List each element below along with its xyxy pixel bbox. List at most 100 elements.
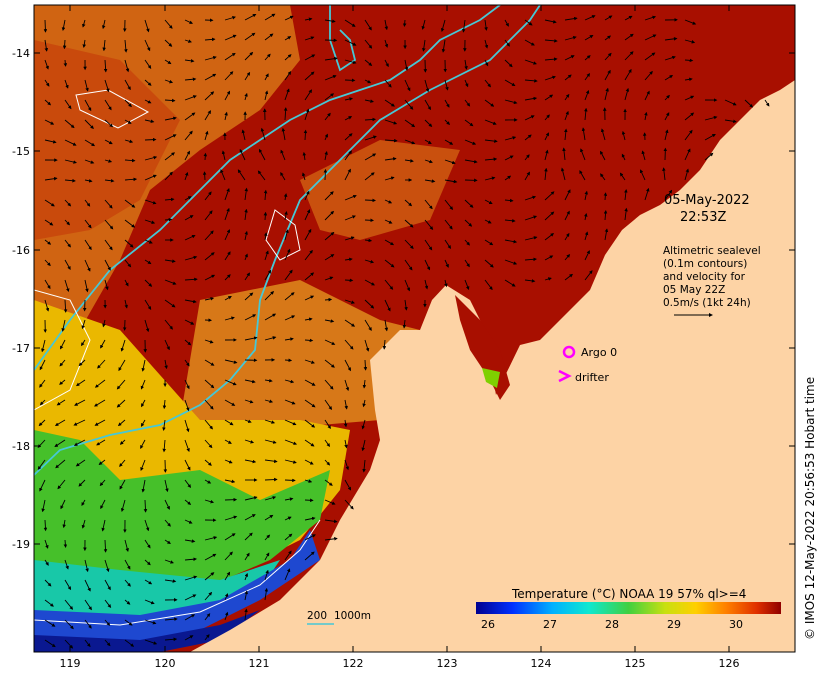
velocity-arrow-icon (61, 19, 66, 31)
colorbar-tick: 26 (481, 618, 495, 631)
velocity-arrow-icon (164, 519, 171, 527)
velocity-arrow-icon (684, 129, 693, 141)
velocity-arrow-icon (264, 534, 271, 541)
velocity-arrow-icon (184, 594, 197, 601)
velocity-arrow-icon (484, 59, 489, 67)
velocity-arrow-icon (263, 189, 268, 201)
velocity-arrow-icon (64, 599, 74, 610)
velocity-arrow-icon (164, 579, 177, 583)
velocity-arrow-icon (324, 231, 335, 241)
velocity-arrow-icon (54, 439, 66, 447)
velocity-arrow-icon (544, 57, 558, 61)
velocity-arrow-icon (144, 559, 151, 566)
velocity-arrow-icon (64, 279, 70, 293)
velocity-arrow-icon (124, 599, 131, 605)
velocity-arrow-icon (124, 259, 132, 268)
velocity-arrow-icon (404, 239, 414, 250)
velocity-arrow-icon (184, 539, 196, 543)
depth-key-1000: 1000m (334, 610, 371, 622)
sealevel-contour-1 (34, 5, 501, 371)
colorbar-tick: 28 (605, 618, 619, 631)
velocity-arrow-icon (584, 72, 591, 81)
velocity-arrow-icon (164, 39, 173, 47)
velocity-arrow-icon (484, 19, 488, 31)
velocity-arrow-icon (564, 55, 575, 61)
velocity-arrow-icon (64, 579, 72, 591)
velocity-arrow-icon (184, 479, 192, 489)
velocity-arrow-icon (101, 19, 106, 30)
velocity-arrow-icon (564, 210, 570, 221)
velocity-arrow-icon (344, 133, 353, 141)
velocity-arrow-icon (244, 272, 250, 281)
velocity-arrow-icon (43, 519, 48, 532)
legend-line: and velocity for (663, 271, 746, 283)
velocity-arrow-icon (384, 157, 397, 161)
velocity-arrow-icon (344, 97, 353, 101)
velocity-arrow-icon (280, 149, 286, 161)
velocity-arrow-icon (104, 199, 113, 209)
velocity-arrow-icon (324, 133, 328, 141)
velocity-arrow-icon (244, 253, 248, 261)
velocity-arrow-icon (62, 39, 67, 50)
velocity-arrow-icon (124, 279, 129, 287)
velocity-arrow-icon (404, 259, 413, 271)
velocity-arrow-icon (184, 234, 196, 241)
velocity-arrow-icon (324, 151, 328, 161)
velocity-arrow-icon (184, 59, 195, 63)
velocity-arrow-icon (64, 178, 76, 183)
velocity-arrow-icon (364, 117, 377, 122)
velocity-arrow-icon (204, 479, 212, 484)
velocity-arrow-icon (104, 139, 113, 145)
velocity-arrow-icon (624, 68, 632, 81)
velocity-arrow-icon (564, 74, 572, 81)
velocity-arrow-icon (484, 219, 492, 224)
velocity-arrow-icon (120, 499, 126, 512)
velocity-arrow-icon (584, 250, 590, 261)
velocity-arrow-icon (144, 259, 152, 265)
velocity-arrow-icon (64, 139, 77, 146)
velocity-arrow-icon (464, 279, 470, 291)
map-plot-area (34, 5, 795, 652)
velocity-arrow-icon (39, 379, 46, 388)
velocity-arrow-icon (464, 119, 474, 127)
velocity-arrow-icon (579, 170, 586, 181)
velocity-arrow-icon (664, 55, 676, 61)
velocity-arrow-icon (124, 579, 131, 587)
velocity-arrow-icon (57, 479, 66, 490)
velocity-arrow-icon (124, 299, 128, 309)
velocity-arrow-icon (82, 39, 87, 48)
velocity-arrow-icon (104, 599, 112, 609)
velocity-arrow-icon (124, 539, 129, 552)
velocity-arrow-icon (344, 339, 354, 350)
velocity-arrow-icon (144, 59, 152, 69)
velocity-arrow-icon (441, 39, 446, 53)
velocity-arrow-icon (544, 233, 555, 241)
velocity-arrow-icon (84, 259, 91, 272)
velocity-arrow-icon (684, 148, 691, 161)
velocity-arrow-icon (41, 339, 46, 353)
velocity-arrow-icon (164, 617, 178, 621)
velocity-arrow-icon (361, 439, 366, 452)
velocity-arrow-icon (304, 228, 312, 241)
velocity-arrow-icon (564, 93, 570, 101)
velocity-arrow-icon (184, 519, 193, 524)
velocity-arrow-icon (82, 19, 86, 28)
velocity-arrow-icon (124, 39, 128, 53)
velocity-arrow-icon (143, 499, 148, 513)
velocity-arrow-icon (484, 199, 493, 205)
velocity-arrow-icon (324, 459, 331, 466)
velocity-arrow-icon (144, 219, 156, 224)
velocity-arrow-icon (224, 295, 232, 301)
velocity-arrow-icon (103, 539, 108, 553)
lon-label: 124 (531, 657, 552, 670)
velocity-arrow-icon (104, 219, 114, 230)
velocity-arrow-icon (364, 319, 372, 331)
velocity-arrow-icon (164, 98, 176, 103)
velocity-arrow-icon (284, 292, 295, 301)
velocity-arrow-icon (104, 99, 112, 111)
velocity-arrow-icon (220, 169, 226, 181)
velocity-arrow-icon (224, 90, 231, 101)
velocity-arrow-icon (44, 239, 52, 245)
velocity-arrow-icon (604, 87, 609, 101)
